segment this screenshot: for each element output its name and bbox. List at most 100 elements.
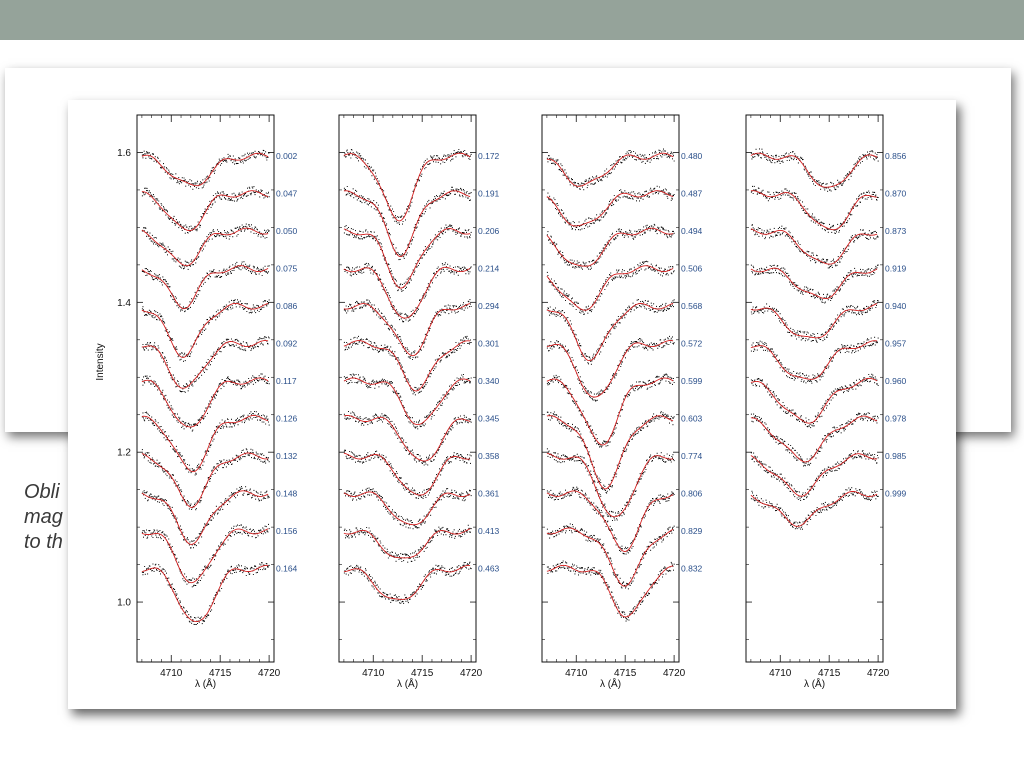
- observed-spectrum: [546, 223, 675, 270]
- caption-line: Obli: [24, 481, 60, 503]
- model-spectrum: [546, 490, 674, 552]
- model-spectrum: [141, 190, 269, 231]
- model-spectrum: [750, 267, 878, 300]
- model-spectrum: [343, 564, 471, 600]
- observed-spectrum: [546, 523, 675, 590]
- phase-label: 0.002: [276, 151, 298, 161]
- spectra-figure: Intensity 4710 4715 4720 λ (Å) 1.0 1.2 1.4 1.6 0…: [68, 100, 956, 709]
- phase-label: 0.919: [885, 264, 907, 274]
- phase-label: 0.829: [681, 526, 703, 536]
- phase-label: 0.164: [276, 563, 298, 573]
- phase-label: 0.047: [276, 189, 298, 199]
- observed-spectrum: [750, 185, 879, 235]
- phase-label: 0.957: [885, 339, 907, 349]
- model-spectrum: [141, 302, 269, 358]
- x-tick-label: 4720: [867, 668, 890, 679]
- panel-frame: [338, 114, 477, 663]
- title-band: [0, 0, 1024, 40]
- phase-label: 0.603: [681, 413, 703, 423]
- model-spectrum: [750, 453, 878, 497]
- observed-spectrum: [343, 299, 472, 361]
- model-spectrum: [343, 340, 471, 392]
- phase-label: 0.774: [681, 451, 703, 461]
- observed-spectrum: [141, 373, 270, 432]
- observed-spectrum: [546, 560, 675, 622]
- phase-label: 0.832: [681, 563, 703, 573]
- model-spectrum: [141, 415, 269, 473]
- x-tick-label: 4720: [258, 668, 281, 679]
- model-spectrum: [343, 452, 471, 496]
- observed-spectrum: [546, 185, 675, 231]
- panel-frame: [745, 114, 884, 663]
- model-spectrum: [343, 266, 471, 319]
- x-tick-label: 4715: [411, 668, 434, 679]
- model-spectrum: [750, 190, 878, 231]
- phase-label: 0.856: [885, 151, 907, 161]
- phase-label: 0.494: [681, 226, 703, 236]
- phase-label: 0.978: [885, 413, 907, 423]
- observed-spectrum: [343, 335, 472, 396]
- x-axis-title: λ (Å): [195, 677, 216, 690]
- observed-spectrum: [750, 336, 879, 384]
- phase-label: 0.340: [478, 376, 500, 386]
- model-spectrum: [546, 415, 674, 490]
- phase-label: 0.214: [478, 264, 500, 274]
- observed-spectrum: [141, 149, 270, 190]
- phase-label: 0.358: [478, 451, 500, 461]
- phase-label: 0.463: [478, 563, 500, 573]
- y-tick-label: 1.0: [117, 598, 131, 609]
- phase-label: 0.301: [478, 339, 500, 349]
- observed-spectrum: [750, 148, 879, 192]
- phase-label: 0.487: [681, 189, 703, 199]
- phase-label: 0.940: [885, 301, 907, 311]
- phase-label: 0.172: [478, 151, 500, 161]
- x-tick-label: 4720: [460, 668, 483, 679]
- x-tick-label: 4710: [769, 668, 792, 679]
- phase-label: 0.999: [885, 488, 907, 498]
- x-axis-title: λ (Å): [600, 677, 621, 690]
- x-tick-label: 4710: [160, 668, 183, 679]
- observed-spectrum: [141, 336, 270, 393]
- observed-spectrum: [750, 224, 879, 269]
- model-spectrum: [546, 227, 674, 267]
- model-spectrum: [141, 490, 269, 545]
- observed-spectrum: [546, 486, 675, 555]
- phase-label: 0.506: [681, 264, 703, 274]
- phase-label: 0.206: [478, 226, 500, 236]
- phase-label: 0.294: [478, 301, 500, 311]
- observed-spectrum: [141, 410, 270, 476]
- observed-spectrum: [343, 373, 472, 430]
- y-tick-label: 1.4: [117, 298, 131, 309]
- observed-spectrum: [546, 299, 675, 365]
- phase-label: 0.156: [276, 526, 298, 536]
- model-spectrum: [546, 452, 674, 518]
- phase-label: 0.568: [681, 301, 703, 311]
- model-spectrum: [750, 228, 878, 265]
- phase-label: 0.599: [681, 376, 703, 386]
- model-spectrum: [343, 228, 471, 289]
- model-spectrum: [343, 528, 471, 559]
- panel-frame: [136, 114, 275, 663]
- phase-label: 0.985: [885, 451, 907, 461]
- observed-spectrum: [141, 223, 270, 270]
- line-profile-chart: Intensity 4710 4715 4720 λ (Å) 1.0 1.2 1.4 1.6 0…: [95, 114, 907, 690]
- observed-spectrum: [141, 448, 270, 511]
- x-axis-title: λ (Å): [804, 677, 825, 690]
- caption-line: to th: [24, 531, 63, 553]
- panel-frame: [541, 114, 680, 663]
- model-spectrum: [343, 377, 471, 426]
- y-tick-label: 1.6: [117, 148, 131, 159]
- phase-label: 0.873: [885, 226, 907, 236]
- model-spectrum: [546, 265, 674, 311]
- phase-label: 0.480: [681, 151, 703, 161]
- model-spectrum: [141, 265, 269, 310]
- model-spectrum: [343, 303, 471, 357]
- phase-label: 0.361: [478, 488, 500, 498]
- model-spectrum: [141, 528, 269, 584]
- y-axis-title: Intensity: [95, 343, 106, 380]
- model-spectrum: [343, 415, 471, 462]
- phase-label: 0.148: [276, 488, 298, 498]
- model-spectrum: [141, 227, 269, 267]
- phase-label: 0.086: [276, 301, 298, 311]
- model-spectrum: [546, 564, 674, 618]
